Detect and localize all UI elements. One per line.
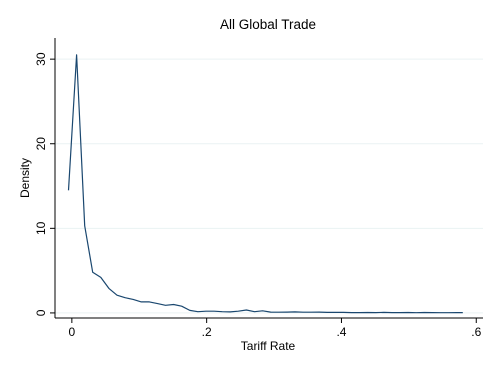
- y-tick-label: 20: [34, 137, 48, 151]
- chart-title: All Global Trade: [220, 17, 316, 32]
- x-tick-label: 0: [69, 325, 76, 339]
- y-tick-label: 10: [34, 221, 48, 235]
- x-axis-title: Tariff Rate: [241, 339, 296, 353]
- y-axis-title: Density: [18, 158, 32, 198]
- x-tick-label: .2: [202, 325, 212, 339]
- y-tick-label: 30: [34, 52, 48, 66]
- x-tick-label: .6: [471, 325, 481, 339]
- y-tick-label: 0: [34, 309, 48, 316]
- x-tick-label: .4: [336, 325, 346, 339]
